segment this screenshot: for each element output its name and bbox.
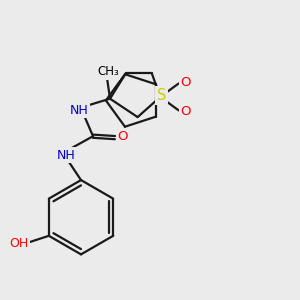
Text: CH₃: CH₃ <box>97 65 119 78</box>
Text: O: O <box>181 76 191 89</box>
Text: NH: NH <box>70 104 88 117</box>
Text: NH: NH <box>56 149 75 162</box>
Text: O: O <box>181 105 191 118</box>
Text: S: S <box>157 88 166 103</box>
Text: OH: OH <box>9 237 28 250</box>
Text: O: O <box>118 130 128 143</box>
